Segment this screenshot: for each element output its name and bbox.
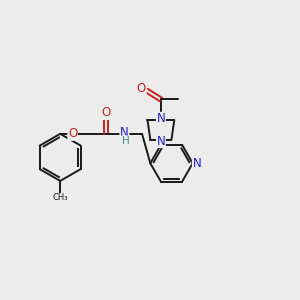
Text: O: O bbox=[137, 82, 146, 95]
Text: N: N bbox=[157, 112, 165, 125]
Text: N: N bbox=[192, 157, 201, 170]
Text: O: O bbox=[68, 127, 77, 140]
Text: CH₃: CH₃ bbox=[52, 194, 68, 202]
Text: N: N bbox=[157, 134, 165, 148]
Text: N: N bbox=[120, 126, 129, 139]
Text: O: O bbox=[101, 106, 111, 119]
Text: H: H bbox=[122, 136, 130, 146]
